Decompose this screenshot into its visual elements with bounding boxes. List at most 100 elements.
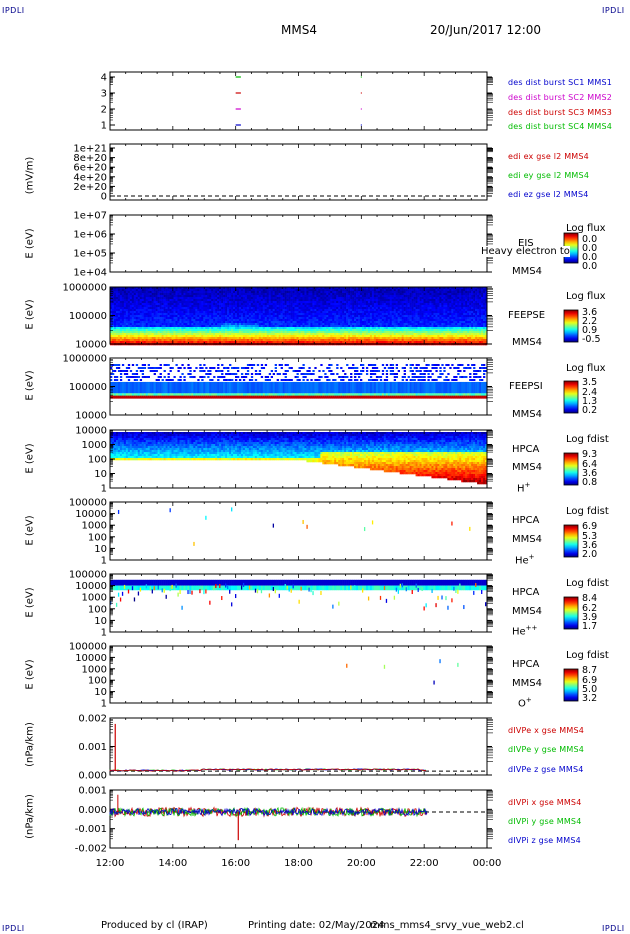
heatmap-cell bbox=[235, 323, 238, 326]
heatmap-cell bbox=[183, 289, 186, 292]
heatmap-cell bbox=[326, 317, 329, 320]
heatmap-cell bbox=[276, 319, 279, 322]
heatmap-cell bbox=[358, 329, 361, 332]
heatmap-cell bbox=[399, 289, 402, 292]
heatmap-cell bbox=[365, 297, 369, 300]
heatmap-cell bbox=[369, 319, 373, 322]
heatmap-cell bbox=[365, 337, 369, 340]
heatmap-cell bbox=[367, 289, 371, 292]
heatmap-cell bbox=[373, 325, 377, 328]
heatmap-cell bbox=[195, 297, 198, 300]
heatmap-cell bbox=[286, 301, 289, 304]
heatmap-cell bbox=[421, 303, 424, 306]
heatmap-cell bbox=[189, 327, 192, 330]
heatmap-cell bbox=[254, 329, 258, 332]
heatmap-cell bbox=[207, 341, 210, 344]
heatmap-cell bbox=[252, 319, 256, 322]
heatmap-cell bbox=[419, 315, 422, 318]
heatmap-cell bbox=[187, 331, 190, 334]
heatmap-cell bbox=[151, 303, 154, 306]
heatmap-cell bbox=[157, 325, 160, 328]
heatmap-cell bbox=[310, 329, 313, 332]
heatmap-cell bbox=[304, 301, 307, 304]
heatmap-cell bbox=[225, 323, 228, 326]
heatmap-cell bbox=[270, 291, 274, 294]
heatmap-cell bbox=[113, 305, 117, 308]
heatmap-cell bbox=[238, 307, 242, 310]
heatmap-cell bbox=[268, 329, 272, 332]
heatmap-cell bbox=[147, 297, 150, 300]
heatmap-cell bbox=[373, 327, 377, 330]
heatmap-cell bbox=[354, 335, 357, 338]
heatmap-cell bbox=[350, 325, 353, 328]
heatmap-cell bbox=[207, 313, 210, 316]
heatmap-cell bbox=[348, 305, 351, 308]
heatmap-cell bbox=[401, 307, 404, 310]
heatmap-cell bbox=[133, 327, 137, 330]
heatmap-cell bbox=[367, 313, 371, 316]
heatmap-cell bbox=[189, 329, 192, 332]
heatmap-cell bbox=[236, 313, 240, 316]
heatmap-cell bbox=[377, 303, 381, 306]
heatmap-cell bbox=[407, 333, 410, 336]
heatmap-cell bbox=[250, 309, 254, 312]
heatmap-cell bbox=[393, 301, 397, 304]
heatmap-cell bbox=[260, 305, 264, 308]
heatmap-cell bbox=[175, 333, 178, 336]
heatmap-cell bbox=[242, 333, 246, 336]
heatmap-cell bbox=[207, 309, 210, 312]
heatmap-cell bbox=[123, 305, 127, 308]
heatmap-cell bbox=[119, 327, 123, 330]
heatmap-cell bbox=[258, 317, 262, 320]
heatmap-cell bbox=[300, 295, 303, 298]
heatmap-cell bbox=[413, 317, 416, 320]
heatmap-cell bbox=[175, 319, 178, 322]
heatmap-cell bbox=[209, 315, 212, 318]
heatmap-cell bbox=[143, 309, 147, 312]
heatmap-cell bbox=[201, 317, 204, 320]
heatmap-cell bbox=[423, 295, 426, 298]
heatmap-cell bbox=[215, 337, 218, 340]
heatmap-cell bbox=[145, 301, 148, 304]
heatmap-cell bbox=[236, 339, 240, 342]
heatmap-cell bbox=[199, 305, 202, 308]
heatmap-cell bbox=[415, 313, 418, 316]
heatmap-cell bbox=[119, 291, 123, 294]
heatmap-cell bbox=[233, 289, 236, 292]
heatmap-cell bbox=[125, 297, 129, 300]
heatmap-cell bbox=[175, 287, 178, 290]
heatmap-cell bbox=[387, 331, 391, 334]
heatmap-cell bbox=[375, 325, 379, 328]
heatmap-cell bbox=[304, 297, 307, 300]
heatmap-cell bbox=[395, 313, 399, 316]
heatmap-cell bbox=[425, 311, 428, 314]
heatmap-cell bbox=[125, 327, 129, 330]
heatmap-cell bbox=[207, 317, 210, 320]
heatmap-cell bbox=[137, 307, 141, 310]
heatmap-cell bbox=[308, 291, 311, 294]
heatmap-cell bbox=[246, 305, 250, 308]
heatmap-cell bbox=[290, 299, 293, 302]
heatmap-cell bbox=[284, 325, 287, 328]
heatmap-cell bbox=[373, 307, 377, 310]
heatmap-cell bbox=[393, 325, 397, 328]
heatmap-cell bbox=[209, 303, 212, 306]
heatmap-cell bbox=[149, 335, 152, 338]
heatmap-cell bbox=[409, 325, 412, 328]
heatmap-cell bbox=[195, 301, 198, 304]
heatmap-cell bbox=[139, 307, 143, 310]
heatmap-cell bbox=[397, 305, 400, 308]
heatmap-cell bbox=[244, 289, 248, 292]
heatmap-cell bbox=[377, 305, 381, 308]
heatmap-cell bbox=[385, 333, 389, 336]
heatmap-cell bbox=[195, 341, 198, 344]
heatmap-cell bbox=[219, 301, 222, 304]
heatmap-cell bbox=[260, 311, 264, 314]
heatmap-cell bbox=[221, 291, 224, 294]
heatmap-cell bbox=[403, 329, 406, 332]
heatmap-cell bbox=[314, 295, 317, 298]
heatmap-cell bbox=[246, 319, 250, 322]
heatmap-cell bbox=[409, 303, 412, 306]
heatmap-cell bbox=[415, 337, 418, 340]
heatmap-cell bbox=[195, 289, 198, 292]
